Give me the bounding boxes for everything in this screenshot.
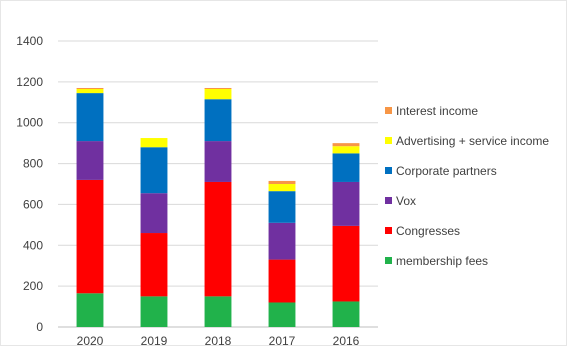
legend-label: Congresses xyxy=(396,224,460,238)
x-tick-label: 2017 xyxy=(269,334,296,347)
bar-segment xyxy=(140,138,168,148)
bar-segment xyxy=(76,179,104,294)
legend-label: Interest income xyxy=(396,104,478,118)
y-tick-label: 1400 xyxy=(16,34,43,48)
legend-label: Corporate partners xyxy=(396,164,497,178)
legend-swatch xyxy=(385,167,392,174)
x-tick-label: 2019 xyxy=(141,334,168,347)
y-tick-label: 200 xyxy=(23,279,43,293)
bar-segment xyxy=(332,146,360,154)
legend-swatch xyxy=(385,197,392,204)
bar-segment xyxy=(76,87,104,90)
legend-label: Vox xyxy=(396,194,416,208)
bar-segment xyxy=(204,89,232,100)
bar-segment xyxy=(204,87,232,90)
legend-swatch xyxy=(385,137,392,144)
bar-segment xyxy=(140,296,168,327)
legend-swatch xyxy=(385,107,392,114)
gridlines xyxy=(58,40,378,328)
y-tick-label: 0 xyxy=(36,320,43,334)
bar-segment xyxy=(140,147,168,194)
y-tick-label: 600 xyxy=(23,197,43,211)
bar-segment xyxy=(268,191,296,223)
bar-segment xyxy=(268,259,296,303)
legend: Interest income Advertising + service inc… xyxy=(385,104,549,268)
legend-label: membership fees xyxy=(396,254,488,268)
y-tick-label: 800 xyxy=(23,157,43,171)
y-tick-label: 400 xyxy=(23,238,43,252)
bar-segment xyxy=(268,302,296,327)
x-tick-label: 2020 xyxy=(77,334,104,347)
legend-swatch xyxy=(385,257,392,264)
bar-segment xyxy=(204,296,232,327)
legend-swatch xyxy=(385,227,392,234)
bar-segment xyxy=(332,225,360,302)
bar-segment xyxy=(140,193,168,234)
bar-segment xyxy=(268,184,296,192)
bar-segment xyxy=(76,141,104,180)
bar-segment xyxy=(76,93,104,142)
bar-segment xyxy=(268,180,296,184)
bar-segment xyxy=(332,181,360,226)
bar-segment xyxy=(204,181,232,297)
bar-segment xyxy=(332,153,360,182)
bar-segment xyxy=(332,143,360,147)
bars xyxy=(76,87,360,327)
bar-segment xyxy=(268,222,296,260)
x-axis-tick-labels: 2020 2019 2018 2017 2016 xyxy=(77,334,360,347)
x-tick-label: 2018 xyxy=(205,334,232,347)
bar-segment xyxy=(76,293,104,327)
legend-label: Advertising + service income xyxy=(396,134,549,148)
bar-segment xyxy=(76,89,104,94)
y-tick-label: 1200 xyxy=(16,75,43,89)
bar-segment xyxy=(204,141,232,182)
y-axis-tick-labels: 0 200 400 600 800 1000 1200 1400 xyxy=(16,34,43,334)
bar-segment xyxy=(140,233,168,297)
bar-segment xyxy=(204,99,232,142)
y-tick-label: 1000 xyxy=(16,116,43,130)
x-tick-label: 2016 xyxy=(333,334,360,347)
bar-segment xyxy=(332,301,360,327)
